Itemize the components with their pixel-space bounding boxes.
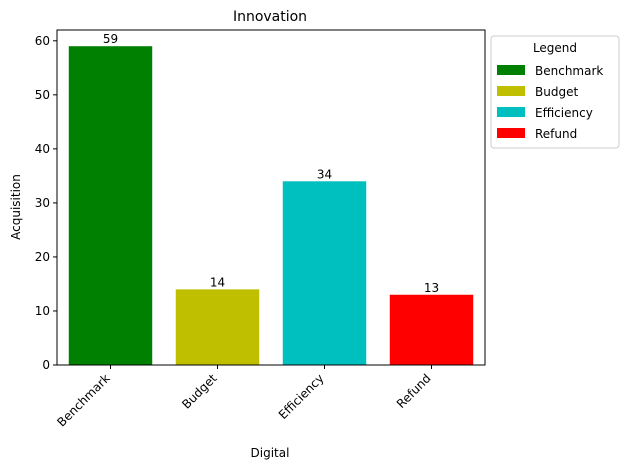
- y-tick-label: 0: [42, 358, 50, 372]
- plot-frame: [56, 29, 486, 366]
- data-label-efficiency: 34: [317, 167, 332, 181]
- bar-efficiency: [282, 181, 367, 365]
- legend: Legend Benchmark Budget Efficiency Refund: [490, 35, 620, 149]
- x-axis-label: Digital: [251, 446, 290, 460]
- legend-entries: Benchmark Budget Efficiency Refund: [497, 64, 603, 141]
- legend-title: Legend: [533, 41, 577, 55]
- legend-label-refund: Refund: [535, 127, 577, 141]
- bars-group: [68, 46, 474, 365]
- data-label-benchmark: 59: [103, 32, 118, 46]
- x-tick-label-budget: Budget: [179, 371, 220, 412]
- data-labels-group: 59 14 34 13: [103, 32, 439, 295]
- bar-refund: [389, 294, 474, 365]
- x-tick-label-efficiency: Efficiency: [276, 371, 327, 422]
- legend-label-budget: Budget: [535, 85, 578, 99]
- y-tick-label: 60: [35, 34, 50, 48]
- data-label-refund: 13: [424, 281, 439, 295]
- legend-frame: [490, 35, 620, 149]
- bar-benchmark: [68, 46, 153, 365]
- y-tick-label: 40: [35, 142, 50, 156]
- y-tick-label: 20: [35, 250, 50, 264]
- chart-title: Innovation: [233, 9, 307, 25]
- y-tick-label: 10: [35, 304, 50, 318]
- x-tick-label-benchmark: Benchmark: [54, 371, 112, 429]
- y-tick-label: 30: [35, 196, 50, 210]
- legend-swatch-refund: [497, 128, 525, 138]
- y-tick-label: 50: [35, 88, 50, 102]
- x-axis: Benchmark Budget Efficiency Refund: [54, 365, 434, 429]
- legend-label-benchmark: Benchmark: [535, 64, 603, 78]
- data-label-budget: 14: [210, 275, 225, 289]
- bar-budget: [175, 289, 260, 365]
- legend-label-efficiency: Efficiency: [535, 106, 593, 120]
- y-axis-label: Acquisition: [9, 174, 23, 240]
- legend-swatch-budget: [497, 86, 525, 96]
- legend-swatch-benchmark: [497, 65, 525, 75]
- y-axis: 0 10 20 30 40 50 60: [35, 34, 57, 372]
- legend-swatch-efficiency: [497, 107, 525, 117]
- x-tick-label-refund: Refund: [394, 371, 434, 411]
